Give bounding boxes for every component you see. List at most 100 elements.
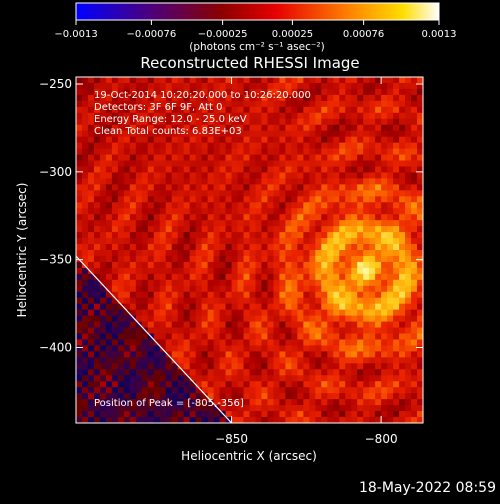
heatmap-cell [369,77,376,84]
heatmap-cell [393,357,400,364]
heatmap-cell [213,297,221,305]
heatmap-cell [105,381,113,388]
heatmap-cell [201,190,209,197]
heatmap-cell [405,417,412,423]
heatmap-cell [399,172,406,180]
heatmap-cell [231,291,239,299]
heatmap-cell [261,351,269,358]
heatmap-cell [261,238,269,245]
heatmap-cell [201,315,209,323]
heatmap-cell [351,154,358,162]
heatmap-cell [195,273,203,281]
heatmap-cell [135,351,143,358]
heatmap-cell [159,375,167,382]
heatmap-cell [153,142,161,150]
heatmap-cell [129,321,137,329]
heatmap-cell [315,190,322,197]
heatmap-cell [387,321,394,329]
heatmap-cell [213,387,221,394]
heatmap-cell [417,411,423,418]
heatmap-cell [81,106,89,114]
heatmap-cell [369,327,376,335]
heatmap-cell [159,393,167,400]
heatmap-cell [171,405,179,412]
heatmap-cell [99,154,107,162]
heatmap-cell [363,363,370,370]
heatmap-cell [165,88,173,96]
heatmap-cell [207,417,215,423]
heatmap-cell [363,333,370,341]
heatmap-cell [153,250,161,257]
heatmap-cell [315,142,322,150]
heatmap-cell [261,375,269,382]
heatmap-cell [369,339,376,347]
heatmap-cell [273,196,281,203]
heatmap-cell [291,82,298,90]
heatmap-cell [351,118,358,126]
heatmap-cell [159,387,167,394]
heatmap-cell [339,94,346,102]
heatmap-cell [135,375,143,382]
heatmap-cell [249,255,257,263]
heatmap-cell [99,226,107,233]
heatmap-cell [99,77,107,84]
heatmap-cell [117,309,125,317]
heatmap-cell [249,142,257,150]
heatmap-cell [99,303,107,311]
heatmap-cell [201,244,209,251]
heatmap-cell [315,124,322,132]
date-stamp: 18-May-2022 08:59 [358,480,496,496]
heatmap-cell [87,279,95,287]
heatmap-cell [261,381,269,388]
heatmap-cell [351,321,358,329]
heatmap-cell [393,154,400,162]
heatmap-cell [87,196,95,203]
heatmap-cell [171,321,179,329]
heatmap-cell [297,196,304,203]
heatmap-cell [153,184,161,191]
heatmap-cell [279,255,286,263]
heatmap-cell [261,255,269,263]
heatmap-cell [279,291,286,299]
heatmap-cell [399,184,406,191]
heatmap-cell [87,124,95,132]
heatmap-cell [111,309,119,317]
heatmap-cell [363,315,370,323]
heatmap-cell [183,267,191,275]
heatmap-cell [135,255,143,263]
heatmap-cell [303,357,310,364]
heatmap-cell [225,345,233,353]
heatmap-cell [105,142,113,150]
heatmap-cell [267,154,275,162]
heatmap-cell [411,339,418,347]
heatmap-cell [99,405,107,412]
heatmap-cell [315,136,322,144]
heatmap-cell [345,160,352,168]
heatmap-cell [357,261,364,269]
heatmap-cell [315,339,322,347]
heatmap-cell [159,184,167,191]
heatmap-cell [285,106,292,114]
heatmap-cell [195,405,203,412]
heatmap-cell [333,369,340,376]
heatmap-cell [147,226,155,233]
heatmap-cell [141,351,149,358]
heatmap-cell [165,387,173,394]
heatmap-cell [411,255,418,263]
heatmap-cell [309,387,316,394]
heatmap-cell [357,172,364,180]
heatmap-cell [249,94,257,102]
heatmap-cell [309,339,316,347]
heatmap-cell [147,250,155,257]
heatmap-cell [339,118,346,126]
heatmap-cell [297,291,304,299]
heatmap-cell [285,154,292,162]
heatmap-cell [375,142,382,150]
heatmap-cell [375,297,382,305]
heatmap-cell [231,77,239,84]
heatmap-cell [333,118,340,126]
heatmap-cell [117,202,125,209]
heatmap-cell [93,285,101,293]
heatmap-cell [315,196,322,203]
heatmap-cell [207,369,215,376]
